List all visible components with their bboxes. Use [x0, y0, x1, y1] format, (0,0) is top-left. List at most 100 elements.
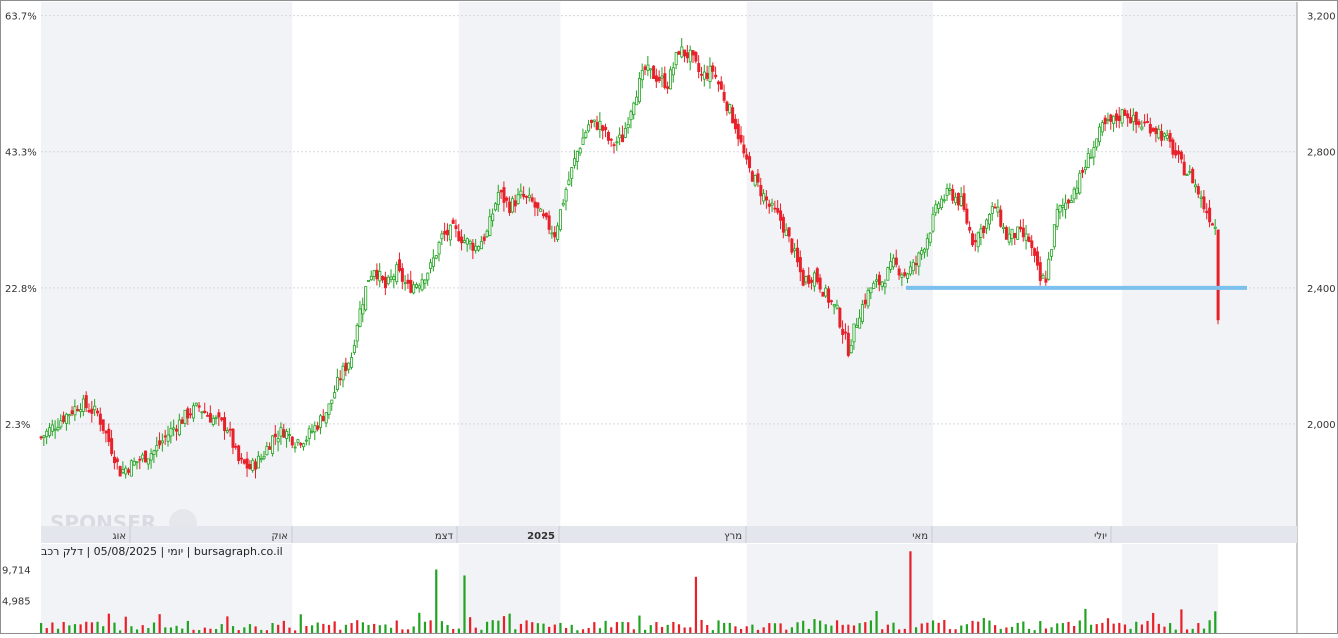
volume-bar [948, 629, 952, 633]
candle [1030, 235, 1034, 256]
candle-body [1120, 109, 1124, 124]
candle [959, 187, 963, 207]
volume-bar [192, 629, 195, 633]
candle-body [643, 66, 647, 70]
candle [62, 411, 66, 424]
candle [1179, 150, 1183, 164]
volume-bar [531, 622, 534, 633]
month-label: מרץ [724, 531, 742, 542]
month-label: דצמ [435, 531, 454, 542]
candle-body [793, 248, 797, 252]
candle-body [846, 332, 850, 356]
candle-body [169, 428, 173, 437]
volume-bar [344, 624, 348, 633]
volume-bar [412, 626, 415, 633]
candle-body [200, 411, 204, 414]
candle [990, 201, 994, 222]
candle-body [592, 119, 596, 122]
candle [1078, 170, 1082, 195]
candle-body [1092, 147, 1096, 158]
candle [987, 213, 991, 231]
candle-body [694, 52, 698, 62]
candle-body [632, 102, 636, 115]
candle [141, 452, 145, 463]
candle [539, 207, 543, 212]
volume-bar [581, 629, 585, 633]
candle-body [321, 415, 325, 422]
candle [575, 150, 579, 170]
candle-body [979, 228, 983, 238]
candle-body [654, 75, 658, 82]
candle-body [1010, 228, 1014, 239]
price-tick-label: 3,200 [1307, 12, 1336, 23]
candle-body [180, 419, 184, 424]
candle-body [389, 276, 393, 280]
month-band-bg [41, 526, 1297, 543]
volume-bar [1135, 621, 1138, 633]
candle-body [242, 459, 246, 464]
candle-body [491, 213, 495, 222]
candle-body [790, 238, 794, 253]
volume-bar [564, 627, 568, 633]
candle [279, 422, 283, 445]
candle-body [324, 412, 328, 424]
candle [358, 300, 362, 328]
candle-body [1148, 123, 1152, 134]
volume-bar [768, 623, 771, 633]
candle-body [646, 64, 650, 71]
candle-body [273, 433, 277, 438]
candle [725, 100, 729, 116]
candle [50, 419, 54, 436]
price-candles[interactable] [39, 38, 1220, 479]
volume-bar [536, 623, 539, 633]
candle [796, 239, 800, 268]
candle-body [299, 442, 303, 446]
candle [454, 219, 458, 238]
candle [321, 409, 325, 422]
candle-body [395, 264, 399, 283]
candle-body [183, 409, 187, 424]
candle [1137, 118, 1141, 128]
volume-bar [627, 622, 630, 633]
volume-bar [977, 621, 980, 633]
shade-region [1218, 2, 1297, 526]
volume-bar [282, 620, 285, 633]
candle [779, 203, 783, 230]
candle [1027, 233, 1031, 243]
volume-bar [389, 627, 393, 633]
volume-bar [971, 620, 974, 633]
candle [533, 197, 537, 217]
symbol-info: יומי | 05/08/2025 | דלק רכב | bursagraph… [41, 545, 283, 558]
shade-region [41, 544, 293, 633]
volume-bar [920, 623, 923, 633]
candle-body [414, 284, 418, 288]
candle [93, 399, 97, 416]
candle-body [333, 392, 337, 399]
candle [491, 208, 495, 227]
candle-body [635, 96, 639, 106]
candle [223, 411, 227, 440]
volume-bar [51, 622, 54, 633]
candle [177, 413, 181, 437]
candle [132, 457, 136, 467]
volume-bar [406, 629, 410, 633]
volume-bar [254, 626, 257, 633]
candle-body [539, 208, 543, 212]
candle-body [93, 405, 97, 411]
candle-body [796, 247, 800, 263]
candle [352, 339, 356, 355]
candle [115, 456, 119, 470]
candle [203, 402, 207, 414]
volume-bar [756, 629, 760, 633]
candle-body [553, 232, 557, 238]
candle [1075, 180, 1079, 200]
volume-bar [666, 624, 669, 633]
candle-body [1024, 233, 1028, 241]
candle-body [564, 189, 568, 202]
candle [1191, 167, 1195, 184]
candle [894, 249, 898, 268]
candle-body [465, 238, 469, 245]
volume-bars [40, 551, 1217, 633]
